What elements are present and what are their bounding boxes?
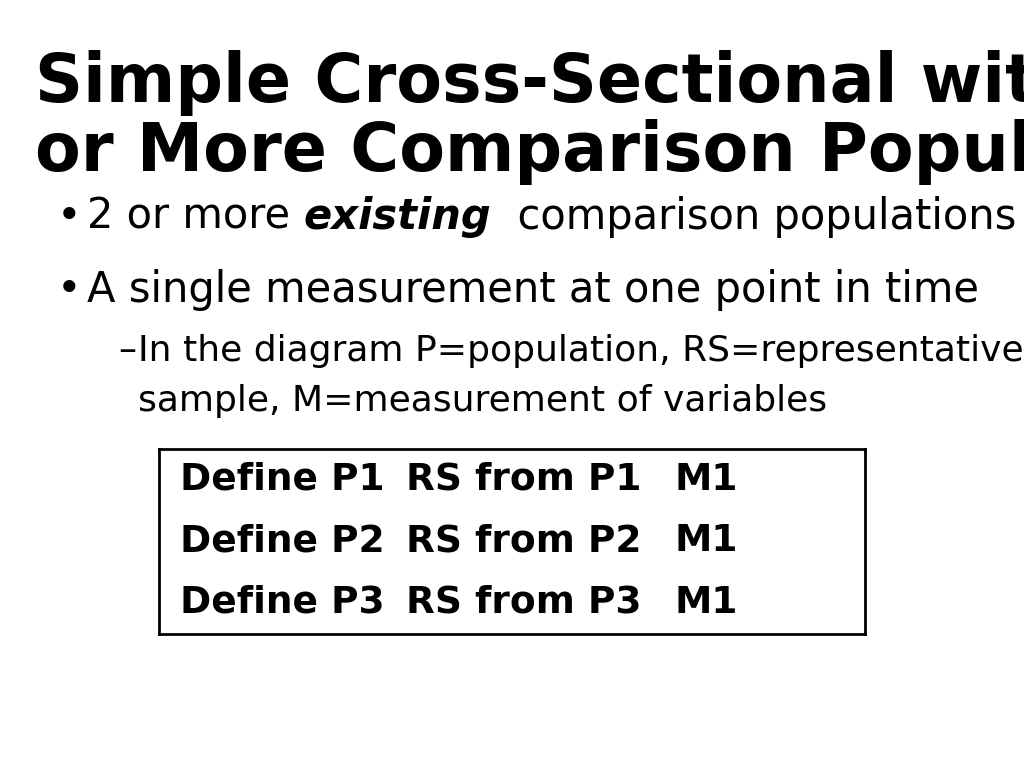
Text: existing: existing	[303, 196, 492, 238]
Text: or More Comparison Populations: or More Comparison Populations	[35, 119, 1024, 185]
Text: Define P2: Define P2	[180, 524, 385, 559]
Text: Define P1: Define P1	[180, 462, 385, 498]
Text: 2 or more: 2 or more	[87, 196, 303, 238]
Text: RS from P3: RS from P3	[406, 585, 641, 621]
Text: •: •	[56, 269, 81, 311]
Text: RS from P1: RS from P1	[406, 462, 641, 498]
Text: comparison populations: comparison populations	[492, 196, 1017, 238]
Text: M1: M1	[675, 585, 738, 621]
Text: •: •	[56, 196, 81, 238]
Text: –: –	[118, 334, 136, 368]
Text: Define P3: Define P3	[180, 585, 385, 621]
Text: In the diagram P=population, RS=representative: In the diagram P=population, RS=represen…	[138, 334, 1024, 368]
Text: M1: M1	[675, 524, 738, 559]
Text: Simple Cross-Sectional with Two: Simple Cross-Sectional with Two	[35, 50, 1024, 116]
Text: M1: M1	[675, 462, 738, 498]
Text: sample, M=measurement of variables: sample, M=measurement of variables	[138, 384, 827, 418]
Text: RS from P2: RS from P2	[406, 524, 641, 559]
Text: A single measurement at one point in time: A single measurement at one point in tim…	[87, 269, 979, 311]
